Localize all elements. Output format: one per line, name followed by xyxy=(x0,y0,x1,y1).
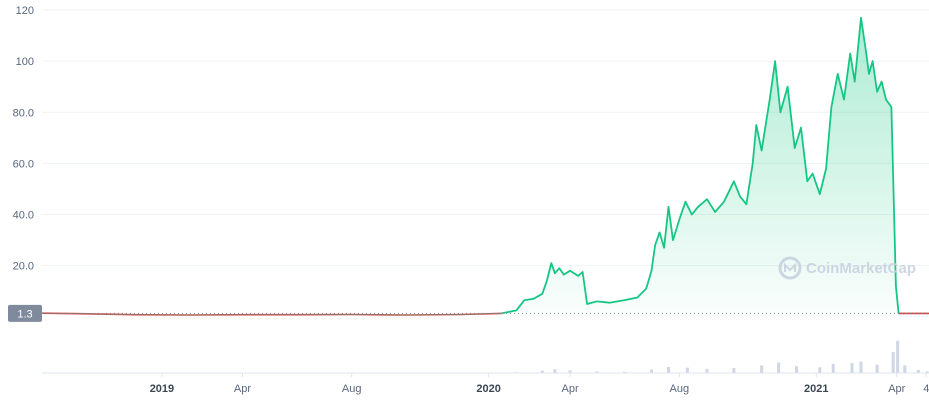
volume-bar xyxy=(831,363,835,373)
price-line xyxy=(41,16,929,316)
price-line-segment-early-overlay xyxy=(41,312,502,316)
price-area-fill xyxy=(501,17,899,316)
current-price-label: 1.3 xyxy=(17,308,32,320)
x-tick-label: Apr xyxy=(888,383,905,395)
grid-lines xyxy=(42,9,929,267)
y-tick-label: 100 xyxy=(16,56,34,68)
y-tick-label: 60.0 xyxy=(13,158,34,170)
volume-bar xyxy=(595,371,599,373)
watermark-text: CoinMarketCap xyxy=(806,260,916,277)
volume-bar xyxy=(667,366,671,373)
volume-bar xyxy=(623,371,627,373)
volume-bar xyxy=(903,365,907,373)
x-tick-label: 4 xyxy=(923,383,929,395)
volume-bar xyxy=(850,363,854,373)
y-tick-label: 40.0 xyxy=(13,210,34,222)
current-price-badge: 1.3 xyxy=(8,304,42,322)
volume-bar xyxy=(925,371,929,373)
x-tick-label: Apr xyxy=(562,383,579,395)
price-line-segment-main xyxy=(501,16,900,315)
price-area xyxy=(501,17,899,316)
volume-bar xyxy=(650,369,654,373)
x-tick-label: Aug xyxy=(669,383,689,395)
volume-bar xyxy=(795,366,799,373)
volume-bar xyxy=(818,367,822,373)
x-axis: 2019 Apr Aug 2020 Apr Aug 2021 Apr 4 xyxy=(150,373,929,395)
x-tick-label: Apr xyxy=(234,383,251,395)
y-tick-label: 80.0 xyxy=(13,107,34,119)
current-price-badge-bg xyxy=(8,304,42,322)
x-tick-label: Aug xyxy=(342,383,362,395)
coinmarketcap-logo-icon xyxy=(778,256,802,280)
volume-bar xyxy=(732,368,736,373)
volume-bar xyxy=(916,369,920,373)
volume-bar xyxy=(568,370,572,373)
x-tick-label: 2019 xyxy=(150,383,174,395)
volume-bar xyxy=(540,370,544,373)
volume-bar xyxy=(760,365,764,373)
volume-bar xyxy=(685,367,689,373)
volume-bar xyxy=(896,340,900,373)
volume-bar xyxy=(875,364,879,373)
y-tick-label: 20.0 xyxy=(13,261,34,273)
watermark: CoinMarketCap xyxy=(778,256,916,280)
volume-bar xyxy=(705,368,709,373)
volume-bar xyxy=(777,362,781,373)
volume-bar xyxy=(553,369,557,373)
x-tick-label: 2020 xyxy=(476,383,500,395)
volume-bar xyxy=(859,361,863,373)
volume-bar xyxy=(891,352,895,373)
y-axis: 120 100 80.0 60.0 40.0 20.0 xyxy=(13,5,34,273)
x-tick-label: 2021 xyxy=(804,383,828,395)
y-tick-label: 120 xyxy=(16,5,34,17)
volume-bars xyxy=(514,340,929,373)
